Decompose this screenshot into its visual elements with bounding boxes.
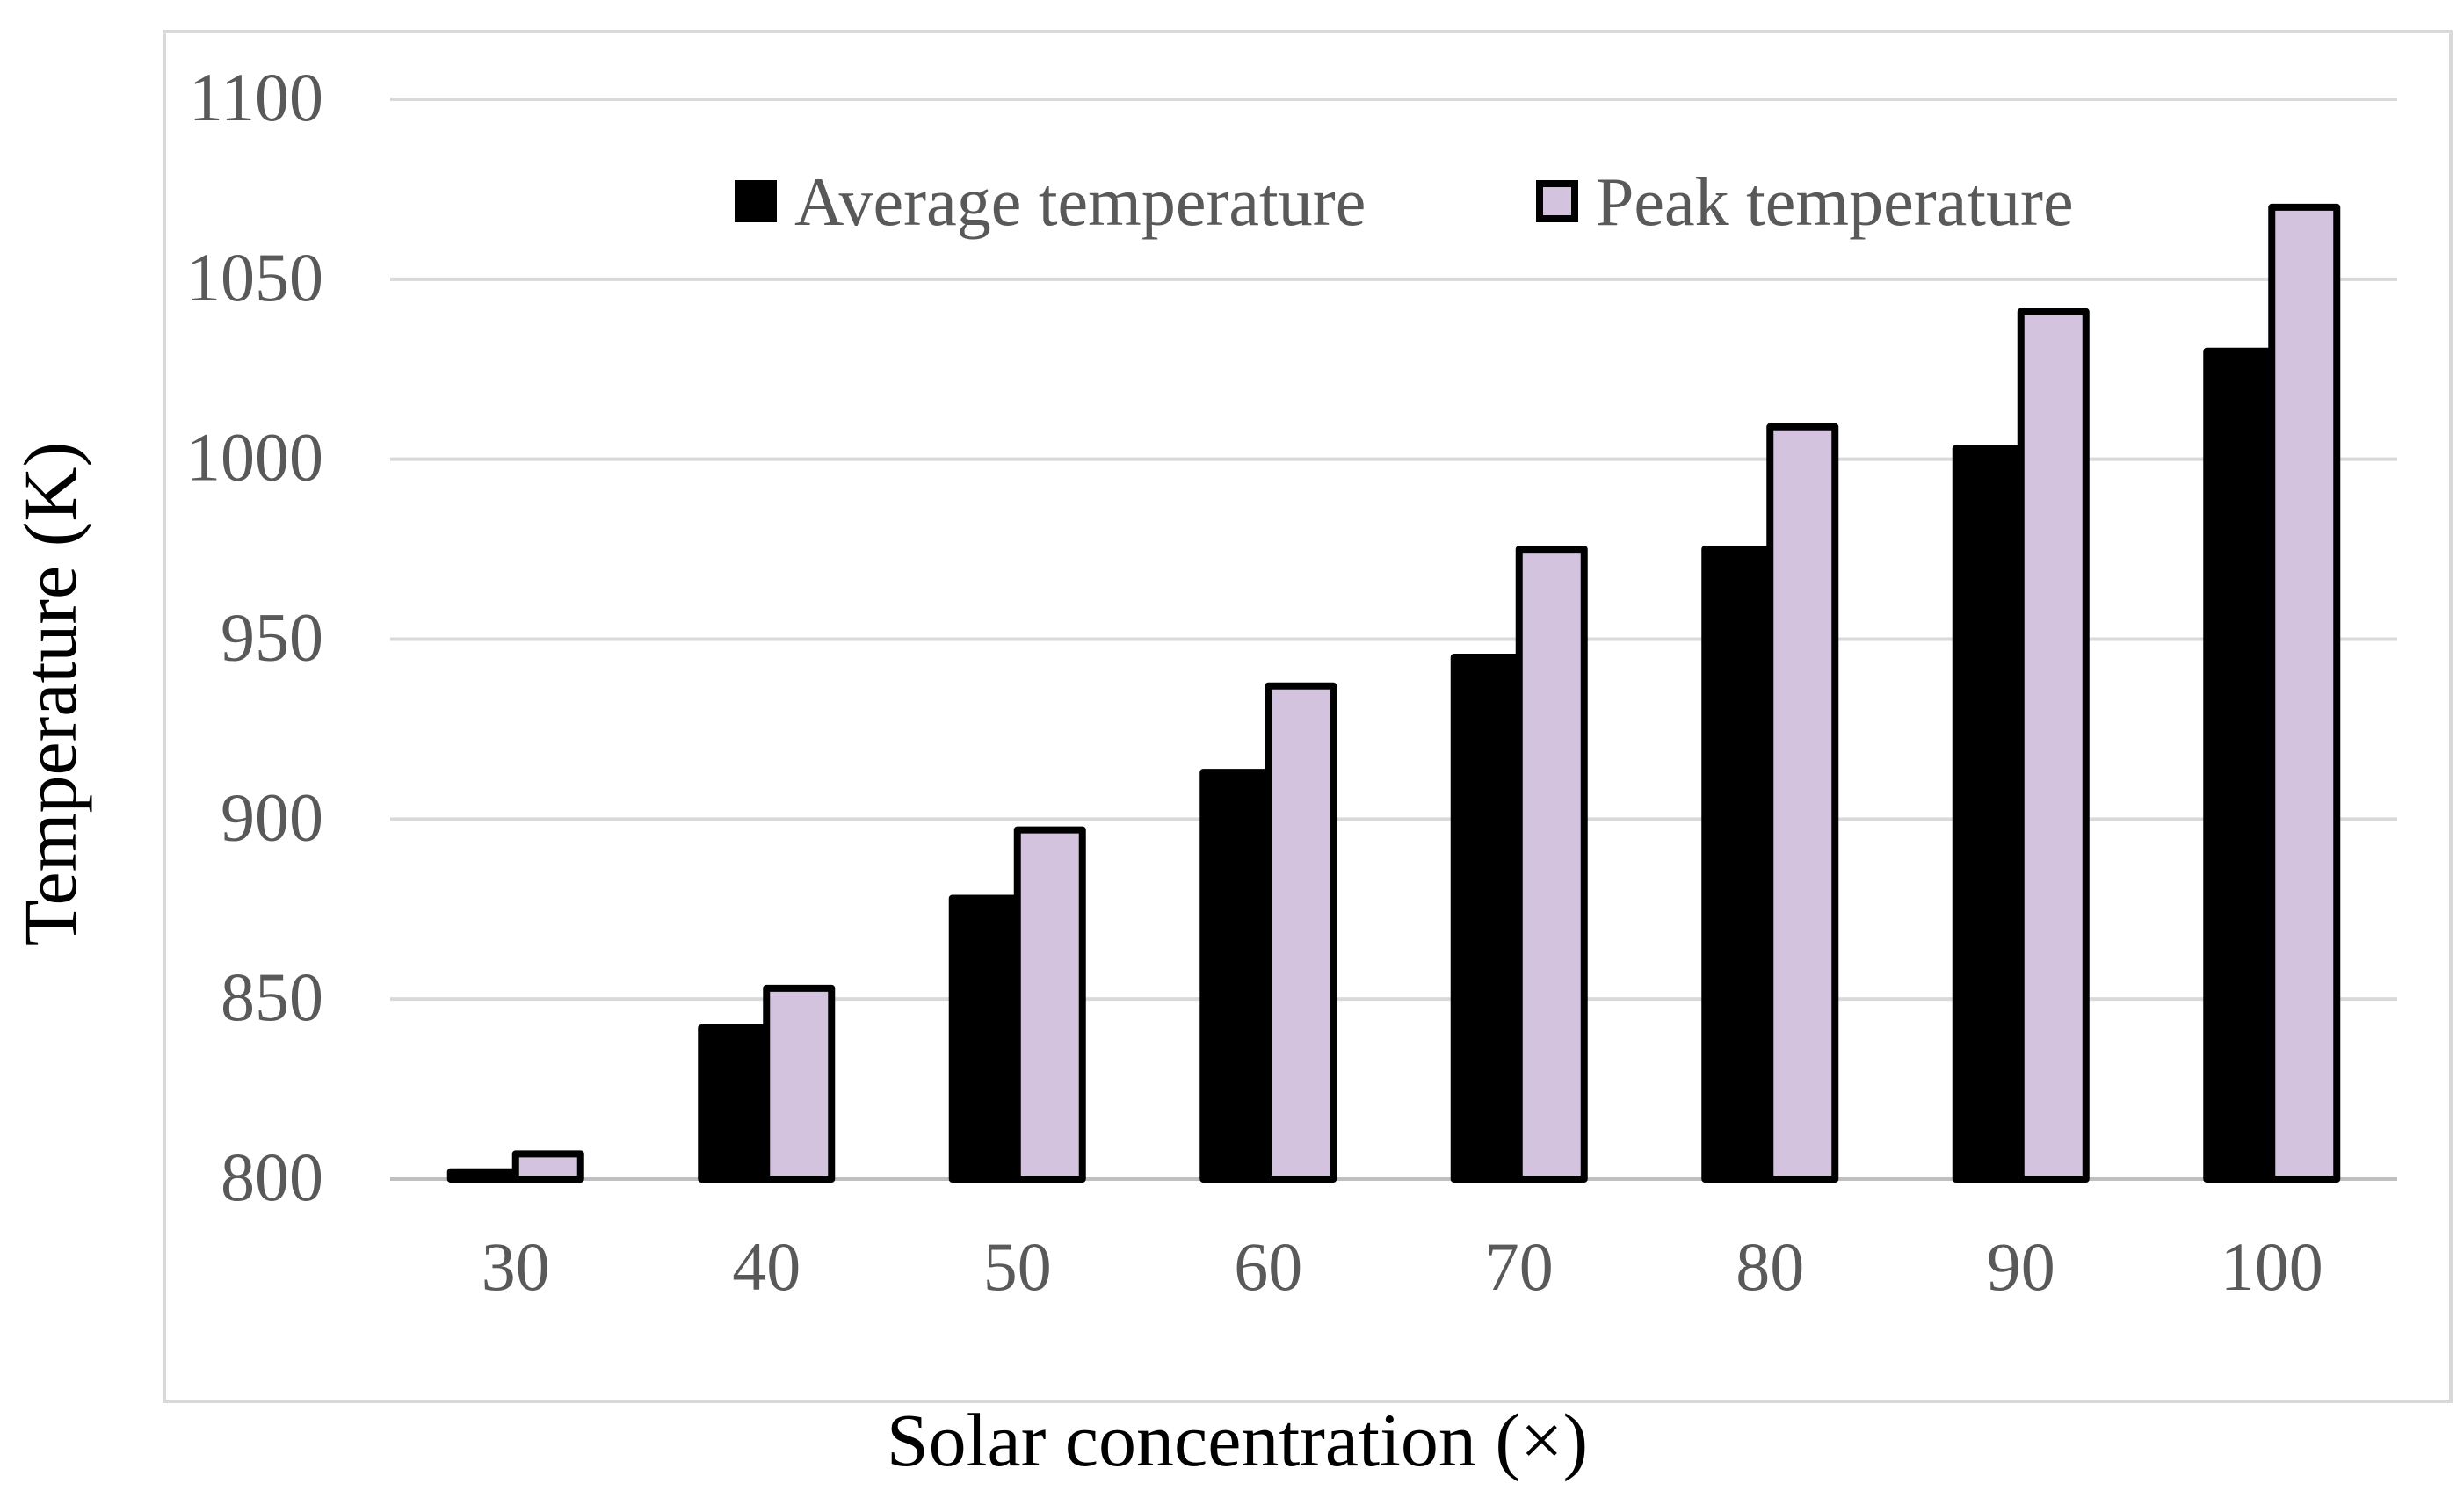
y-tick-labels: 800 850 900 950 1000 1050 1100 <box>186 59 323 1215</box>
bar-average-50 <box>948 894 1021 1183</box>
x-tick-labels: 30 40 50 60 70 80 90 100 <box>482 1228 2323 1305</box>
bar-peak-90 <box>2017 308 2090 1183</box>
bar-peak-60 <box>1265 682 1337 1183</box>
bar-average-40 <box>698 1024 771 1183</box>
x-tick-label: 40 <box>732 1228 801 1305</box>
legend-label-average: Average temperature <box>794 163 1366 240</box>
y-tick-label: 1100 <box>189 59 323 135</box>
x-tick-label: 70 <box>1485 1228 1554 1305</box>
x-tick-label: 60 <box>1234 1228 1302 1305</box>
legend-swatch-average <box>735 180 777 222</box>
x-tick-label: 30 <box>482 1228 550 1305</box>
bar-peak-30 <box>511 1150 584 1183</box>
legend: Average temperature Peak temperature <box>735 163 2074 240</box>
y-tick-label: 800 <box>221 1139 323 1215</box>
y-axis-title: Temperature (K) <box>8 442 92 946</box>
x-axis-title: Solar concentration (×) <box>887 1398 1588 1482</box>
legend-swatch-peak <box>1536 180 1578 222</box>
x-tick-label: 80 <box>1736 1228 1804 1305</box>
bar-peak-40 <box>763 984 836 1183</box>
y-tick-label: 900 <box>221 778 323 855</box>
bar-average-90 <box>1952 445 2025 1183</box>
bar-peak-100 <box>2268 203 2341 1183</box>
bar-average-70 <box>1450 653 1523 1183</box>
bar-peak-50 <box>1013 826 1086 1183</box>
bar-average-30 <box>446 1168 519 1183</box>
bar-peak-70 <box>1515 546 1588 1183</box>
bar-average-60 <box>1199 769 1272 1183</box>
y-tick-label: 950 <box>221 599 323 676</box>
bar-average-100 <box>2203 347 2276 1183</box>
x-tick-label: 50 <box>983 1228 1052 1305</box>
bar-average-80 <box>1701 546 1774 1183</box>
x-tick-label: 90 <box>1987 1228 2055 1305</box>
bars <box>446 203 2341 1183</box>
legend-label-peak: Peak temperature <box>1596 163 2074 240</box>
bar-peak-80 <box>1766 423 1839 1183</box>
y-tick-label: 1050 <box>186 239 323 315</box>
y-tick-label: 1000 <box>186 419 323 496</box>
x-tick-label: 100 <box>2221 1228 2323 1305</box>
y-tick-label: 850 <box>221 959 323 1035</box>
